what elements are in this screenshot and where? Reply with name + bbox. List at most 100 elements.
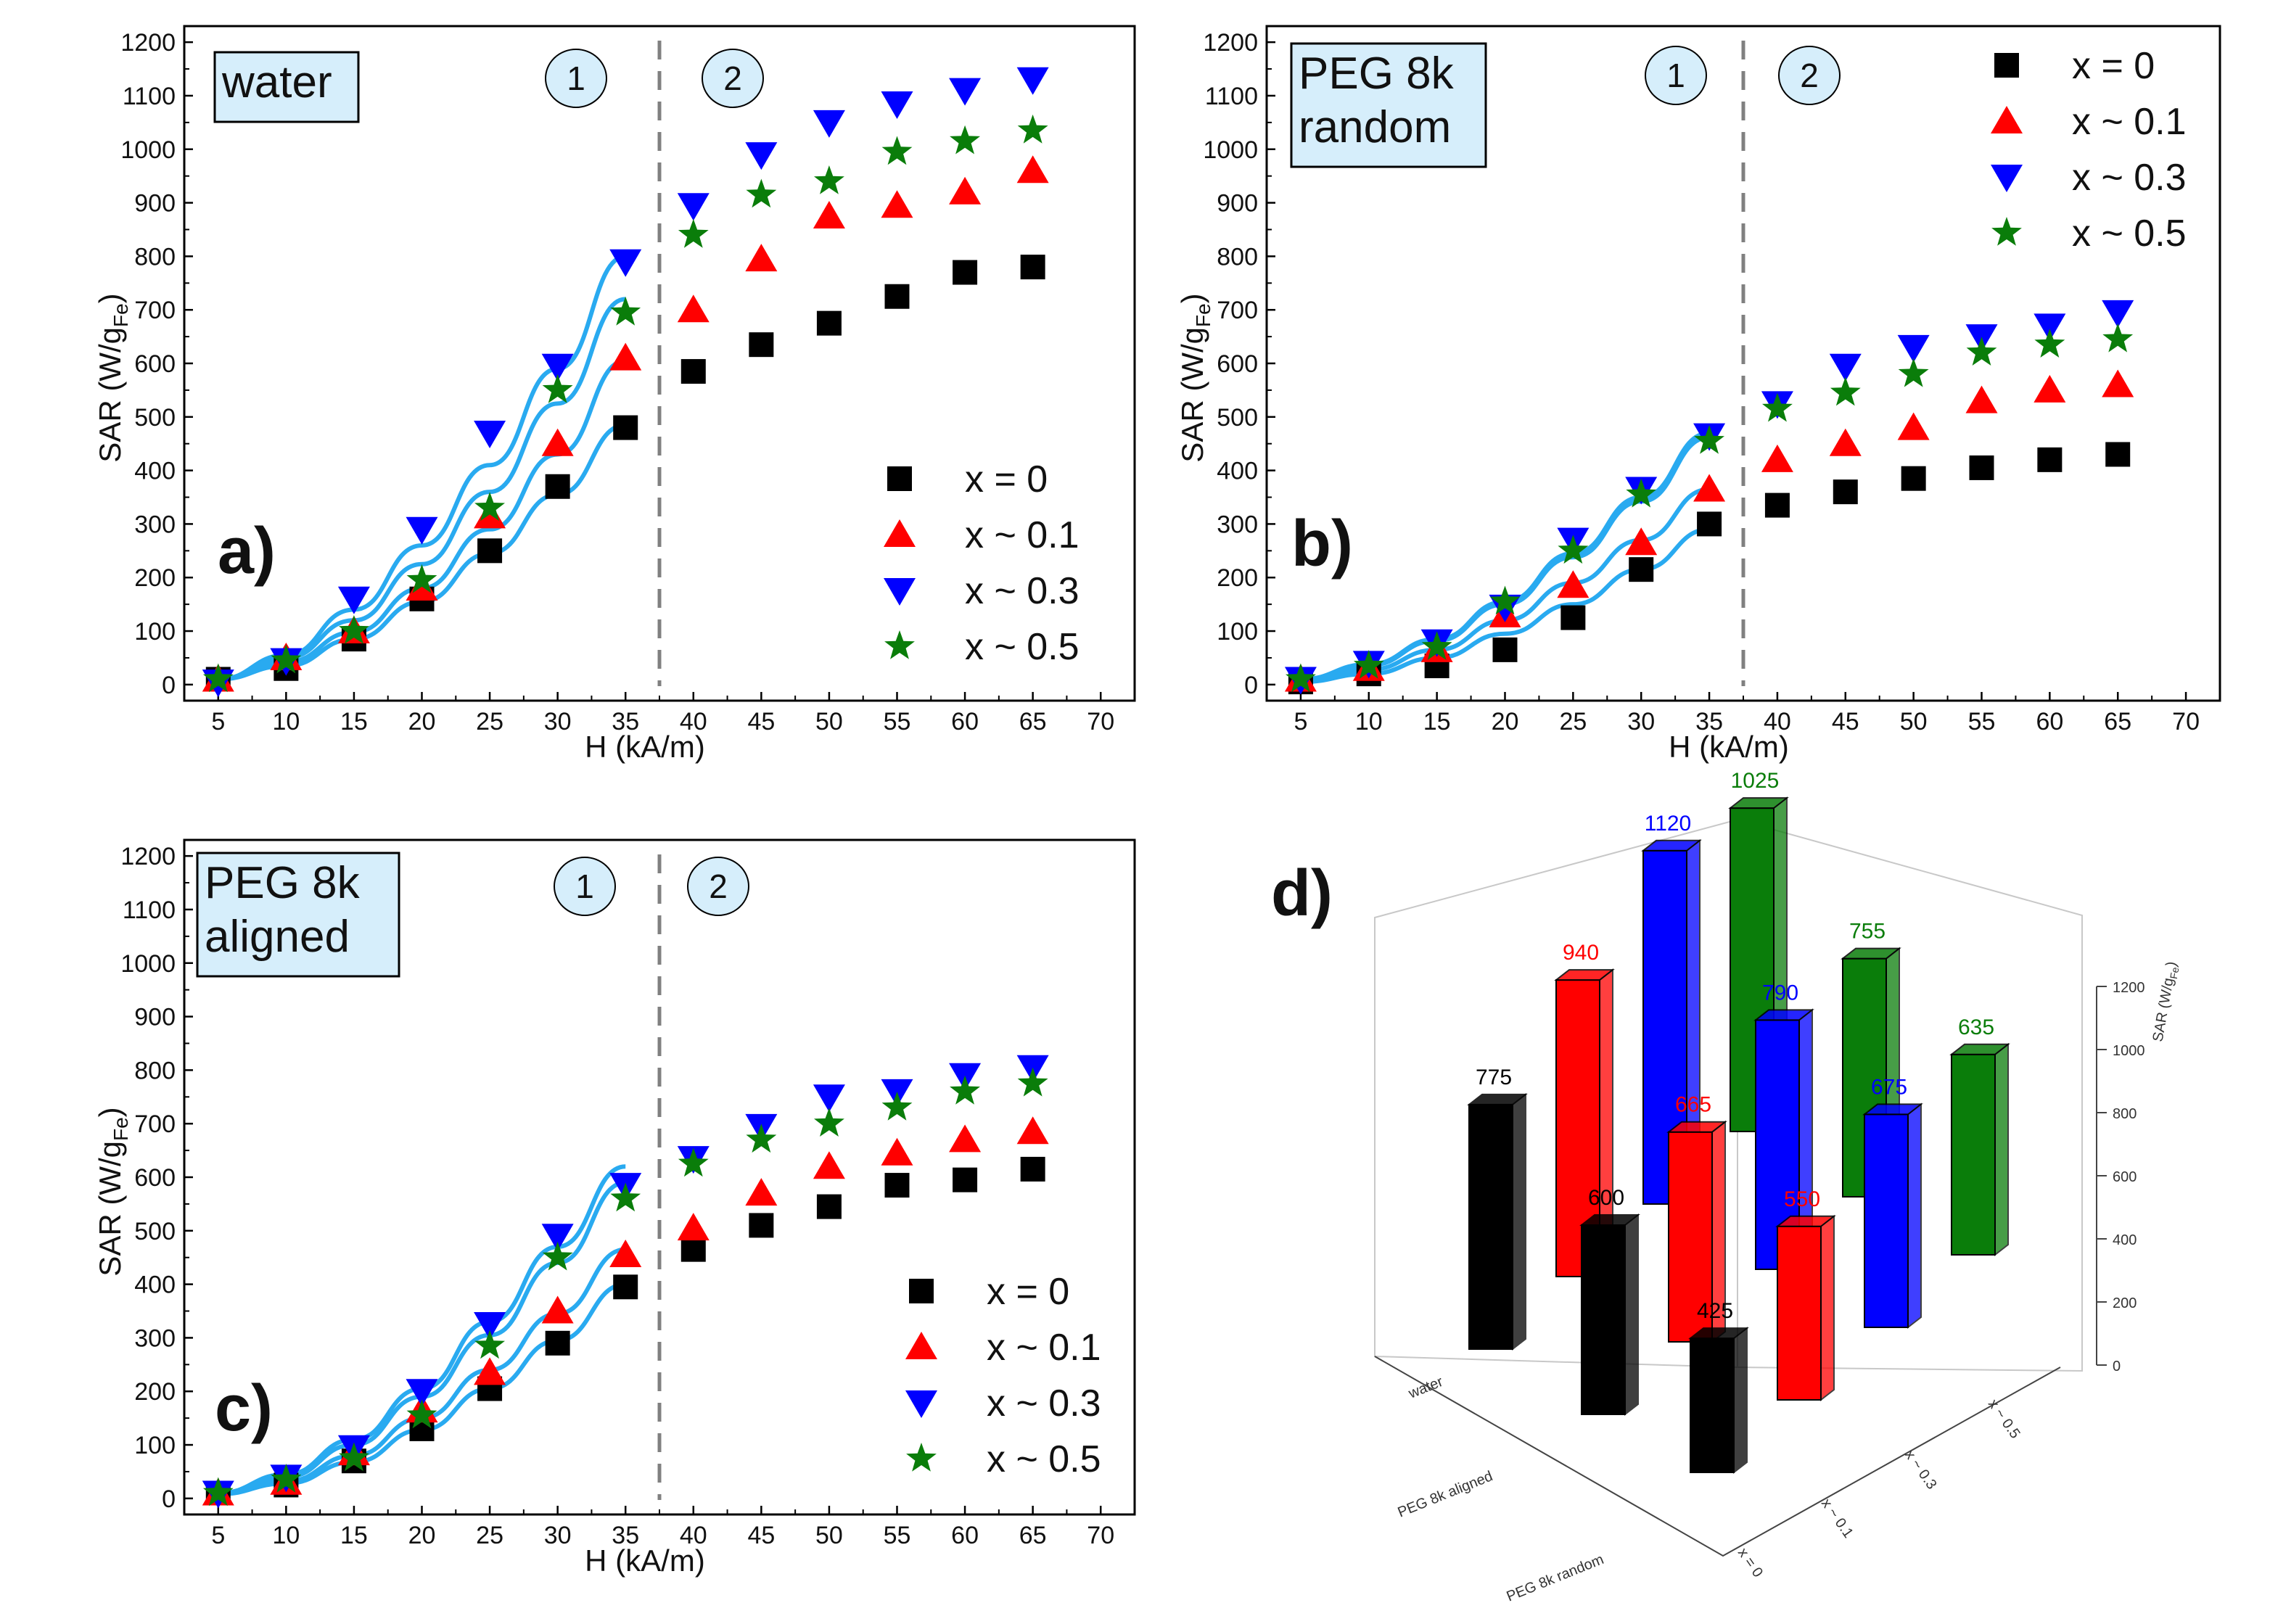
fit-curve-0	[218, 422, 626, 682]
data-point-series-0	[477, 538, 503, 564]
x-tick-label: 65	[2104, 708, 2131, 735]
region-2-circle	[1778, 46, 1841, 105]
y-tick-label: 100	[1217, 618, 1258, 646]
data-point-series-0	[884, 284, 910, 309]
legend-marker-2	[905, 1390, 937, 1418]
data-point-series-3	[1626, 478, 1657, 508]
data-point-series-2	[677, 193, 710, 221]
data-point-series-3	[1966, 337, 1997, 366]
x-tick-label: 60	[2036, 708, 2063, 735]
x-tick-label: 50	[1900, 708, 1928, 735]
bar-top	[1641, 839, 1702, 852]
x-tick-label: 35	[612, 708, 639, 735]
data-point-series-2	[1829, 353, 1862, 382]
medium-label: PEG 8k	[205, 858, 361, 908]
data-point-series-2	[881, 91, 913, 120]
bar-value-label: 755	[1849, 920, 1886, 944]
bar-side	[1907, 1102, 1922, 1330]
x-tick-label: 35	[1695, 708, 1723, 735]
bar-value-label: 940	[1563, 941, 1599, 965]
y-tick-label: 400	[134, 1271, 176, 1299]
x-tick-label: 70	[1087, 708, 1114, 735]
data-point-series-1	[1016, 155, 1049, 184]
data-point-series-3	[1762, 392, 1793, 422]
x-tick-label: 25	[1559, 708, 1587, 735]
legend-marker-0	[1994, 53, 2019, 78]
panel-letter: a)	[218, 515, 276, 588]
x-tick-label: 30	[544, 708, 572, 735]
data-point-series-2	[813, 110, 845, 138]
y-tick-label: 1000	[120, 136, 176, 164]
bar-side	[1820, 1214, 1835, 1402]
data-point-series-1	[1965, 385, 1998, 413]
bar-value-label: 665	[1675, 1093, 1711, 1117]
x-tick-label: 60	[951, 1522, 979, 1549]
medium-box	[196, 852, 400, 978]
medium-label: aligned	[205, 912, 350, 962]
bar-side	[1733, 1327, 1748, 1475]
y-tick-label: 200	[134, 1378, 176, 1406]
data-point-series-1	[406, 573, 438, 601]
legend-label-3: x ~ 0.5	[965, 626, 1080, 668]
data-point-series-3	[1489, 585, 1521, 615]
bar-front	[1777, 1225, 1822, 1401]
y-tick-label: 1000	[1203, 136, 1258, 164]
region-1-label: 1	[575, 867, 594, 905]
panel-a-water: 0 100 200 300 400 500 600 700 800 900 1000 1100 1200…	[93, 25, 1136, 764]
x-tick-label: 25	[476, 1522, 503, 1549]
data-point-series-1	[474, 500, 506, 529]
y-tick-label: 700	[134, 297, 176, 324]
data-point-series-2	[745, 142, 778, 170]
legend-marker-1	[884, 519, 916, 547]
column-label: x ~ 0.3	[1901, 1447, 1940, 1492]
panel-c-peg-aligned: 0 100 200 300 400 500 600 700 800 900 1000 1100 1200…	[93, 838, 1136, 1578]
panel-letter: b)	[1291, 508, 1353, 580]
data-point-series-1	[745, 1178, 778, 1206]
data-point-series-2	[1016, 67, 1049, 95]
bar-top	[1554, 969, 1615, 981]
data-point-series-3	[2034, 329, 2065, 358]
y-tick-label: 300	[134, 511, 176, 538]
row-label: PEG 8k random	[1505, 1551, 1606, 1605]
data-point-series-1	[1897, 412, 1930, 440]
bar-value-label: 635	[1958, 1015, 1994, 1039]
data-point-series-1	[1693, 474, 1726, 502]
data-point-series-1	[813, 1151, 845, 1179]
x-tick-label: 50	[815, 1522, 843, 1549]
legend-marker-1	[905, 1332, 937, 1359]
data-point-series-0	[884, 1173, 910, 1198]
data-point-series-1	[881, 1137, 913, 1166]
x-tick-label: 40	[680, 1522, 707, 1549]
x-tick-label: 65	[1019, 708, 1047, 735]
legend-marker-1	[1991, 106, 2023, 133]
data-point-series-3	[950, 125, 980, 154]
data-point-series-3	[202, 1477, 234, 1506]
x-tick-label: 5	[211, 708, 225, 735]
y-tick-label: 0	[1244, 672, 1258, 699]
data-point-series-1	[1625, 527, 1658, 556]
legend-label-1: x ~ 0.1	[2072, 101, 2187, 143]
legend-marker-3	[1991, 217, 2022, 246]
data-point-series-3	[1898, 358, 1929, 387]
x-tick-label: 40	[1764, 708, 1791, 735]
data-point-series-3	[406, 564, 437, 593]
y-tick-label: 100	[134, 618, 176, 646]
y-tick-label: 0	[162, 672, 176, 699]
fit-curve-1	[218, 1247, 626, 1496]
x-tick-label: 55	[884, 1522, 911, 1549]
y-tick-label: 600	[134, 1164, 176, 1192]
data-point-series-1	[813, 201, 845, 229]
y-tick-label: 200	[134, 564, 176, 592]
y-tick-label: 900	[134, 190, 176, 218]
y-tick-label: 900	[1217, 190, 1258, 218]
bar-value-label: 675	[1871, 1075, 1907, 1099]
x-tick-label: 5	[1294, 708, 1307, 735]
z-tick-label: 1200	[2113, 980, 2145, 996]
y-tick-label: 800	[134, 1057, 176, 1084]
region-1-label: 1	[567, 59, 585, 97]
bar-value-label: 600	[1588, 1186, 1624, 1210]
data-point-series-2	[949, 78, 982, 106]
legend-label-3: x ~ 0.5	[2072, 213, 2187, 255]
data-point-series-3	[610, 1182, 641, 1212]
